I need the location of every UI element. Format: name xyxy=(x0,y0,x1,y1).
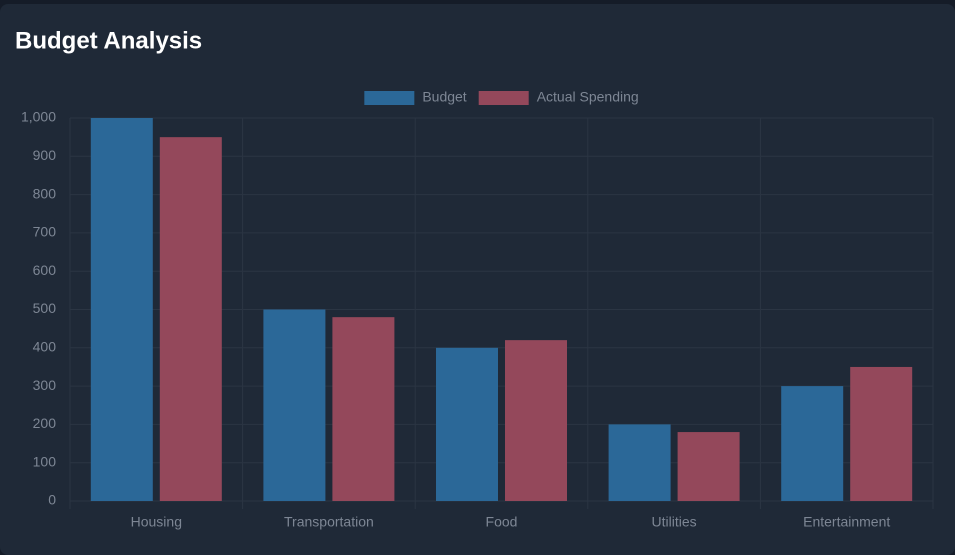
y-tick-label: 200 xyxy=(33,415,57,431)
bar xyxy=(90,118,153,501)
y-tick-label: 1,000 xyxy=(21,109,56,125)
chart-title: Budget Analysis xyxy=(15,27,202,54)
y-tick-label: 100 xyxy=(33,453,57,469)
y-tick-label: 500 xyxy=(33,300,57,316)
bar xyxy=(781,386,844,501)
legend-label: Actual Spending xyxy=(537,89,639,105)
y-tick-label: 0 xyxy=(48,492,56,508)
bar xyxy=(159,137,222,501)
x-tick-label: Utilities xyxy=(652,514,697,530)
bar xyxy=(505,340,567,501)
bar xyxy=(850,366,913,501)
y-tick-label: 300 xyxy=(33,377,57,393)
x-tick-label: Entertainment xyxy=(803,514,890,530)
bar xyxy=(436,347,498,501)
legend-swatch xyxy=(478,91,529,105)
bar xyxy=(263,309,326,501)
y-tick-label: 600 xyxy=(33,262,57,278)
y-tick-label: 800 xyxy=(33,185,57,201)
y-tick-label: 900 xyxy=(33,147,57,163)
bar xyxy=(332,317,395,501)
x-tick-label: Transportation xyxy=(284,514,374,530)
y-tick-label: 700 xyxy=(33,224,57,240)
y-tick-label: 400 xyxy=(33,339,57,355)
legend-label: Budget xyxy=(422,89,466,105)
bar xyxy=(608,424,671,501)
bar xyxy=(677,432,740,501)
legend-swatch xyxy=(364,91,415,105)
x-tick-label: Food xyxy=(486,514,518,530)
x-tick-label: Housing xyxy=(131,514,182,530)
